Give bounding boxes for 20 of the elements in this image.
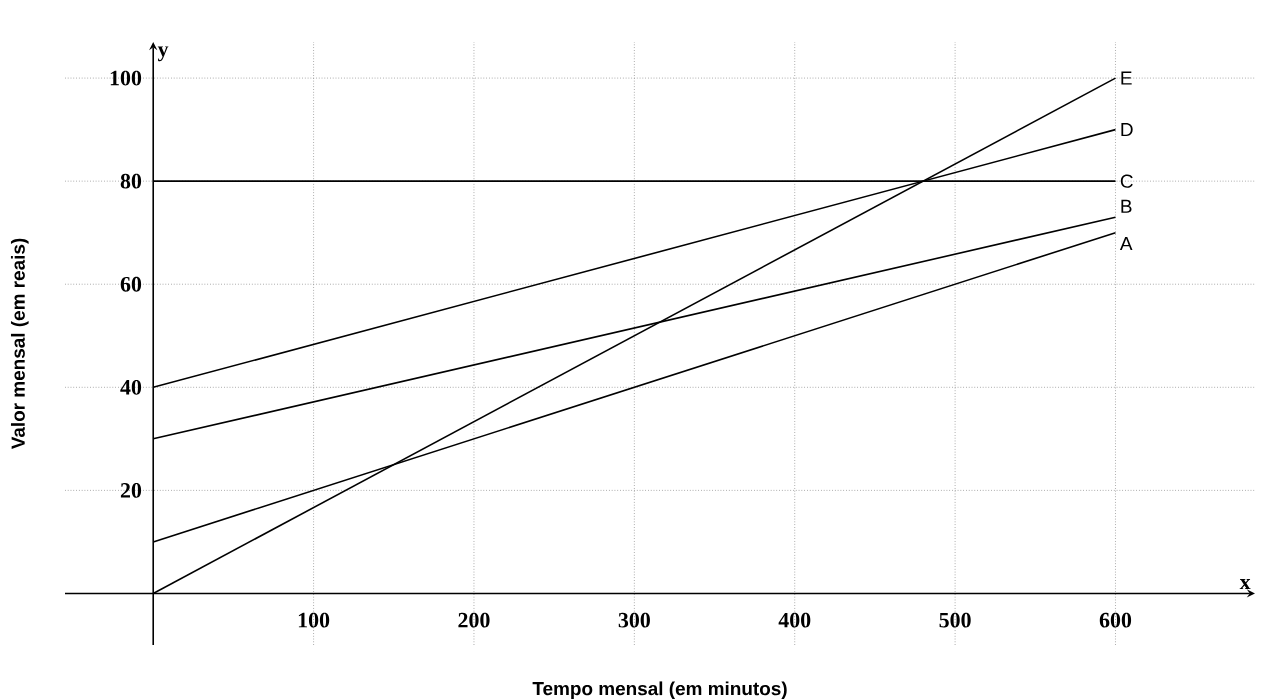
series-label: C <box>1120 174 1133 188</box>
annotation: x <box>1239 579 1251 590</box>
x-tick-label: 100 <box>298 612 330 628</box>
series-label: A <box>1119 237 1133 251</box>
x-tick-label: 600 <box>1099 612 1132 628</box>
y-tick-label: 20 <box>120 483 142 498</box>
x-tick-label: 300 <box>618 612 650 628</box>
x-tick-label: 400 <box>778 612 811 628</box>
annotation: y <box>157 46 169 62</box>
x-axis-title: Tempo mensal (em minutos) <box>532 681 787 700</box>
series-label: E <box>1121 71 1132 85</box>
x-tick-label: 200 <box>458 612 490 628</box>
y-tick-label: 80 <box>120 173 142 189</box>
y-tick-label: 40 <box>120 379 142 395</box>
y-tick-label: 100 <box>110 70 142 86</box>
series-label: B <box>1121 199 1132 213</box>
series-label: D <box>1121 123 1133 137</box>
y-axis-title: Valor mensal (em reais) <box>10 238 29 450</box>
y-tick-label: 60 <box>120 276 142 292</box>
x-tick-label: 500 <box>939 612 971 628</box>
